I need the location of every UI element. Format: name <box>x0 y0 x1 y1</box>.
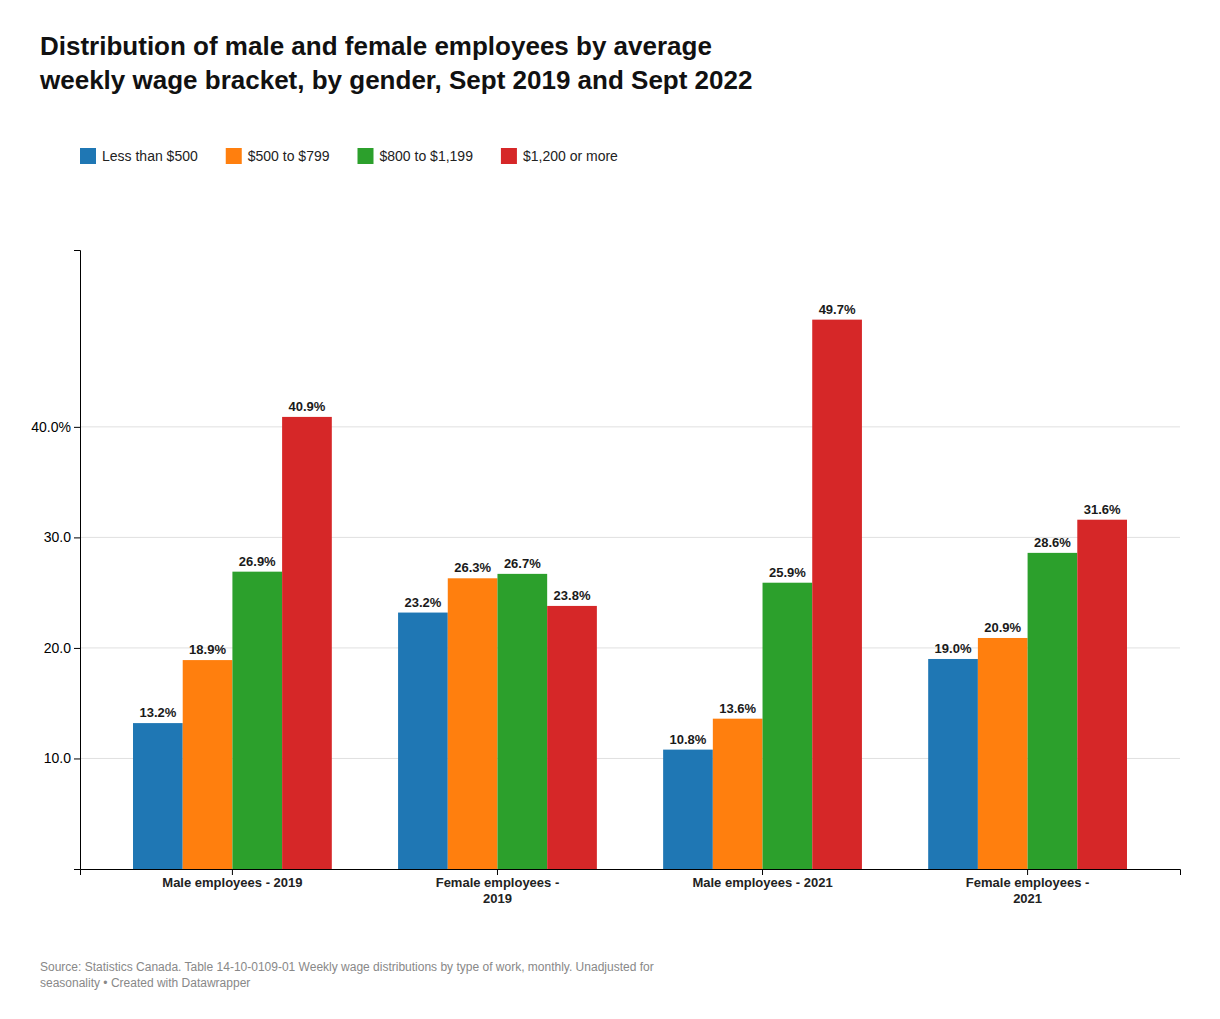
data-label: 40.9% <box>289 399 326 414</box>
source: Source: Statistics Canada. Table 14-10-0… <box>40 960 654 990</box>
data-label: 10.8% <box>670 732 707 747</box>
legend-swatch <box>358 148 374 164</box>
data-label: 13.2% <box>139 705 176 720</box>
y-tick-mark <box>74 758 80 759</box>
y-tick-mark <box>74 427 80 428</box>
bar <box>713 719 763 869</box>
bar <box>547 606 597 869</box>
x-tick-label: Male employees - 2019 <box>162 875 302 890</box>
y-tick: 30.0 <box>44 529 80 545</box>
data-label: 23.2% <box>404 595 441 610</box>
x-tick-mark <box>497 869 498 875</box>
bar <box>1028 553 1078 869</box>
y-tick: 10.0 <box>44 750 80 766</box>
title: Distribution of male and female employee… <box>39 31 752 95</box>
x-tick-mark <box>232 869 233 875</box>
y-tick-label: 30.0 <box>44 529 71 545</box>
y-tick-mark <box>74 648 80 649</box>
data-label: 49.7% <box>819 302 856 317</box>
bar <box>398 613 448 869</box>
x-tick: Female employees -2021 <box>966 869 1090 906</box>
x-axis: Male employees - 2019Female employees -2… <box>81 869 1181 906</box>
bar <box>663 750 713 869</box>
legend-item: Less than $500 <box>80 148 198 164</box>
y-tick-mark <box>74 537 80 538</box>
x-tick-mark <box>762 869 763 875</box>
legend-swatch <box>501 148 517 164</box>
x-tick-label-line: Female employees - <box>436 875 560 890</box>
bar <box>448 578 498 869</box>
bar <box>183 660 233 869</box>
bar <box>978 638 1028 869</box>
x-tick: Male employees - 2019 <box>162 869 302 890</box>
x-tick: Female employees -2019 <box>436 869 560 906</box>
y-axis: 10.0 20.0 30.0 40.0% <box>31 251 80 870</box>
legend: Less than $500 $500 to $799 $800 to $1,199… <box>80 148 618 164</box>
x-tick-label: Male employees - 2021 <box>692 875 832 890</box>
x-tick-label-line: Female employees - <box>966 875 1090 890</box>
x-tick-label-line: 2021 <box>1013 891 1042 906</box>
legend-item: $800 to $1,199 <box>358 148 474 164</box>
y-tick: 40.0% <box>31 419 80 435</box>
x-tick: Male employees - 2021 <box>692 869 832 890</box>
y-tick-label: 10.0 <box>44 750 71 766</box>
legend-label: $800 to $1,199 <box>380 148 474 164</box>
bar <box>232 572 282 869</box>
legend-item: $1,200 or more <box>501 148 618 164</box>
bar <box>133 723 183 869</box>
x-tick-label-line: Male employees - 2021 <box>692 875 832 890</box>
title-line: Distribution of male and female employee… <box>40 31 712 61</box>
data-label: 26.9% <box>239 554 276 569</box>
plot: 13.2% 23.2% 10.8% 19.0% 18.9% 26.3% 13.6% 20.9%… <box>31 251 1180 906</box>
x-tick-mark <box>1027 869 1028 875</box>
bar <box>812 320 862 869</box>
chart-svg: Distribution of male and female employee… <box>0 0 1220 1019</box>
bar <box>928 659 978 869</box>
legend-label: $500 to $799 <box>248 148 330 164</box>
bar <box>1077 520 1127 869</box>
grid-line <box>80 426 1180 427</box>
legend-swatch <box>226 148 242 164</box>
x-tick-label-line: Male employees - 2019 <box>162 875 302 890</box>
data-label: 20.9% <box>984 620 1021 635</box>
bar <box>282 417 332 869</box>
data-label: 18.9% <box>189 642 226 657</box>
data-label: 28.6% <box>1034 535 1071 550</box>
data-label: 19.0% <box>935 641 972 656</box>
y-tick: 20.0 <box>44 640 80 656</box>
bar <box>763 583 813 869</box>
title-line: weekly wage bracket, by gender, Sept 201… <box>39 65 752 95</box>
source-line: seasonality • Created with Datawrapper <box>40 976 250 990</box>
data-label: 26.3% <box>454 560 491 575</box>
x-tick-label: Female employees -2019 <box>436 875 560 906</box>
data-label: 13.6% <box>719 701 756 716</box>
legend-swatch <box>80 148 96 164</box>
bars <box>133 320 1127 869</box>
legend-item: $500 to $799 <box>226 148 330 164</box>
data-labels: 13.2% 23.2% 10.8% 19.0% 18.9% 26.3% 13.6% 20.9%… <box>139 302 1121 747</box>
source-line: Source: Statistics Canada. Table 14-10-0… <box>40 960 654 974</box>
y-tick-label: 40.0% <box>31 419 71 435</box>
data-label: 23.8% <box>554 588 591 603</box>
y-axis-line <box>74 251 81 870</box>
x-tick-label: Female employees -2021 <box>966 875 1090 906</box>
bar <box>497 574 547 869</box>
legend-label: Less than $500 <box>102 148 198 164</box>
legend-label: $1,200 or more <box>523 148 618 164</box>
data-label: 31.6% <box>1084 502 1121 517</box>
y-tick-label: 20.0 <box>44 640 71 656</box>
data-label: 26.7% <box>504 556 541 571</box>
data-label: 25.9% <box>769 565 806 580</box>
x-axis-line <box>81 870 1181 876</box>
grid-line <box>80 537 1180 538</box>
x-tick-label-line: 2019 <box>483 891 512 906</box>
